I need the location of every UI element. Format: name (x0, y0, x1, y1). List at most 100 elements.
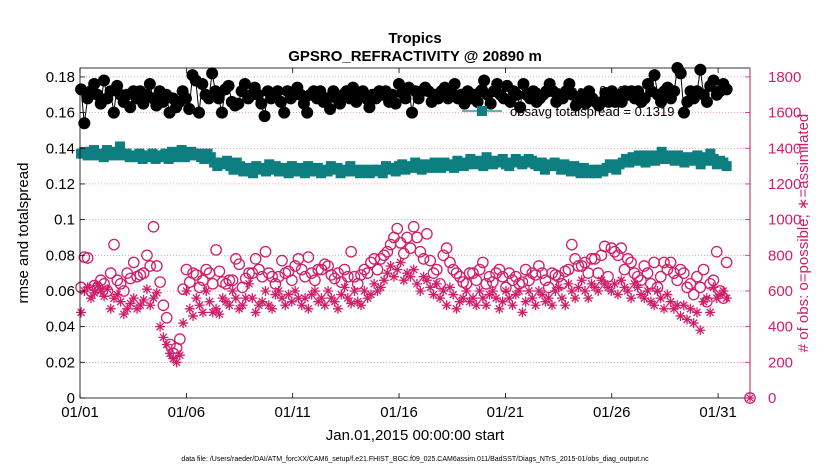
possible-obs-point (358, 263, 371, 276)
possible-obs-point (414, 245, 427, 258)
assimilated-obs-point (296, 300, 307, 311)
assimilated-obs-point (267, 303, 278, 314)
possible-obs-point (302, 251, 315, 263)
right-tick-label: 0 (768, 390, 776, 407)
rmse-point (678, 106, 691, 119)
rmse-point (720, 83, 733, 96)
rmse-point (389, 97, 402, 110)
rmse-point (655, 95, 668, 108)
possible-obs-point (694, 281, 707, 294)
assimilated-obs-point (662, 289, 673, 300)
rmse-point (324, 103, 337, 116)
assimilated-obs-point (652, 285, 663, 296)
assimilated-obs-point (201, 285, 212, 296)
assimilated-obs-point (415, 285, 426, 296)
assimilated-obs-point (339, 282, 350, 293)
assimilated-obs-point (688, 318, 699, 329)
x-tick-label: 01/01 (61, 404, 99, 421)
possible-obs-point (437, 249, 450, 262)
possible-obs-point (648, 256, 660, 269)
assimilated-obs-point (346, 298, 357, 309)
right-tick-label: 600 (768, 283, 793, 300)
possible-obs-point (658, 256, 670, 269)
assimilated-obs-point (105, 303, 116, 314)
possible-obs-point (154, 276, 166, 288)
possible-obs-point (618, 263, 631, 276)
possible-obs-point (430, 263, 443, 276)
assimilated-obs-point (365, 289, 376, 300)
assimilated-obs-point (237, 300, 248, 311)
possible-obs-point (407, 220, 420, 233)
assimilated-obs-point (112, 289, 123, 300)
assimilated-obs-point (474, 285, 485, 296)
assimilated-obs-point (642, 285, 653, 296)
assimilated-obs-point (579, 285, 590, 296)
rmse-point (517, 78, 530, 91)
assimilated-obs-point (632, 282, 643, 293)
possible-obs-point (602, 270, 614, 283)
assimilated-obs-point (398, 275, 409, 286)
possible-obs-point (309, 274, 321, 287)
possible-obs-point (631, 270, 644, 283)
assimilated-obs-point (247, 293, 258, 304)
assimilated-obs-point (188, 310, 199, 321)
possible-obs-point (108, 238, 120, 251)
possible-obs-point (519, 263, 532, 276)
assimilated-obs-point (444, 282, 455, 293)
assimilated-obs-point (141, 284, 152, 295)
assimilated-obs-point (329, 296, 340, 307)
possible-obs-point (118, 285, 130, 297)
rmse-point (399, 92, 412, 105)
assimilated-obs-point (181, 285, 192, 296)
possible-obs-point (480, 277, 493, 290)
possible-obs-point (249, 253, 262, 265)
assimilated-obs-point (171, 357, 182, 368)
possible-obs-point (496, 270, 509, 283)
assimilated-obs-point (273, 285, 284, 296)
assimilated-obs-point (583, 293, 594, 304)
assimilated-obs-point (385, 261, 396, 271)
possible-obs-point (305, 267, 318, 279)
possible-obs-point (233, 258, 246, 271)
possible-obs-point (210, 244, 222, 256)
possible-obs-point (490, 267, 502, 279)
assimilated-obs-point (145, 300, 156, 311)
possible-obs-point (720, 256, 733, 269)
assimilated-obs-point (530, 300, 541, 311)
possible-obs-point (628, 267, 641, 279)
assimilated-obs-point (494, 303, 505, 314)
possible-obs-point (421, 228, 433, 240)
rmse-point (694, 63, 707, 76)
possible-obs-point (579, 256, 591, 269)
assimilated-obs-point (431, 278, 442, 289)
possible-obs-point (157, 299, 170, 312)
assimilated-obs-point (695, 325, 706, 336)
possible-obs-point (687, 288, 700, 301)
rmse-point (124, 101, 137, 114)
legend: obsavg rmse = 0.1676 obsavg totalspread =… (462, 83, 674, 119)
assimilated-obs-point (82, 282, 93, 293)
assimilated-obs-point (451, 303, 462, 314)
assimilated-obs-point (280, 300, 291, 311)
possible-obs-point (200, 263, 213, 276)
rmse-point (648, 69, 661, 82)
x-tick-label: 01/21 (487, 404, 525, 421)
possible-obs-point (374, 253, 387, 265)
assimilated-obs-point (161, 339, 172, 350)
assimilated-obs-point (276, 293, 287, 304)
assimilated-obs-point (164, 348, 175, 359)
possible-obs-point (612, 249, 624, 262)
assimilated-obs-point (448, 289, 459, 300)
assimilated-obs-point (89, 287, 100, 298)
rmse-point (75, 83, 88, 96)
possible-obs-point (401, 231, 413, 244)
rmse-point (255, 97, 268, 110)
possible-obs-point (104, 267, 117, 279)
possible-obs-point (569, 253, 581, 265)
right-axis: 0 200 400 600 800 1000 1200 1400 1600 1800 (744, 68, 801, 407)
rmse-point (232, 97, 245, 110)
assimilated-obs-point (290, 285, 301, 296)
assimilated-obs-point (520, 296, 531, 307)
possible-obs-point (127, 256, 140, 269)
